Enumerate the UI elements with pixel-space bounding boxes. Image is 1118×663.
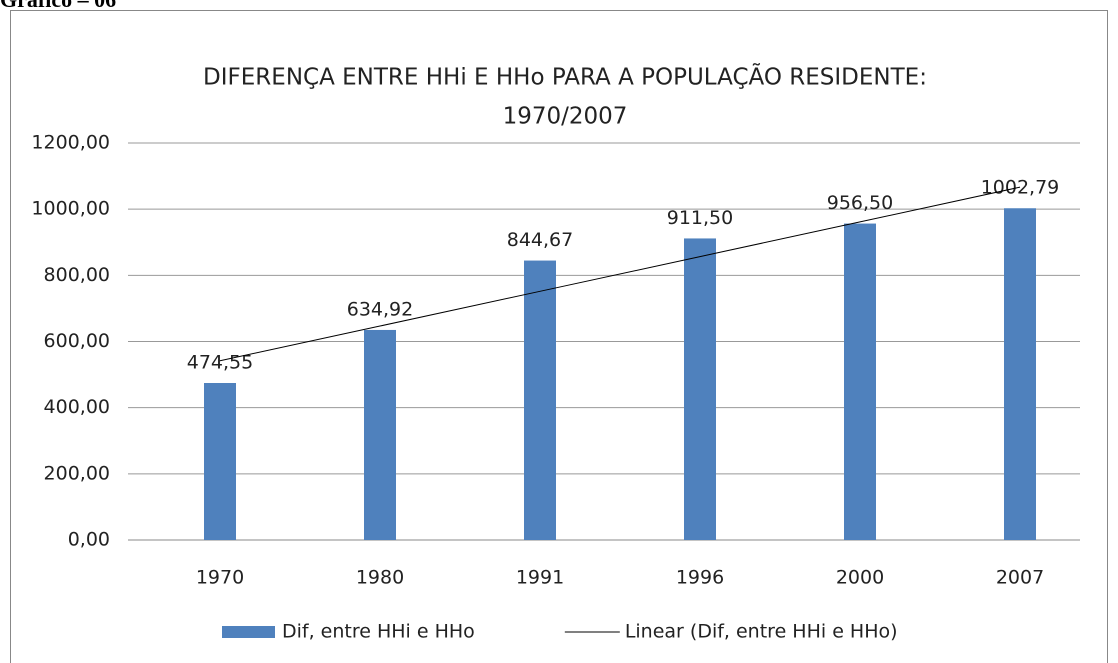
chart-title: DIFERENÇA ENTRE HHi E HHo PARA A POPULAÇ… bbox=[203, 63, 927, 91]
trend-line bbox=[219, 186, 1021, 362]
x-tick-label: 1980 bbox=[356, 567, 404, 589]
y-tick-label: 200,00 bbox=[44, 462, 110, 484]
y-tick-label: 800,00 bbox=[44, 264, 110, 286]
chart-frame bbox=[10, 10, 1108, 663]
y-tick-label: 0,00 bbox=[68, 529, 110, 551]
caption: Gráfico – 06 bbox=[0, 0, 116, 12]
legend-label: Dif, entre HHi e HHo bbox=[282, 621, 475, 643]
x-tick-label: 1970 bbox=[196, 567, 244, 589]
x-tick-label: 2007 bbox=[996, 567, 1044, 589]
data-label: 844,67 bbox=[507, 229, 573, 251]
y-tick-label: 400,00 bbox=[44, 396, 110, 418]
y-tick-label: 1200,00 bbox=[31, 132, 110, 154]
legend-label: Linear (Dif, entre HHi e HHo) bbox=[625, 621, 898, 643]
bar bbox=[844, 223, 876, 540]
x-tick-label: 2000 bbox=[836, 567, 884, 589]
x-tick-label: 1991 bbox=[516, 567, 564, 589]
data-label: 634,92 bbox=[347, 298, 413, 320]
chart-title: 1970/2007 bbox=[503, 104, 628, 130]
bar bbox=[524, 260, 556, 540]
bar bbox=[1004, 208, 1036, 540]
y-tick-label: 1000,00 bbox=[31, 198, 110, 220]
bar bbox=[364, 329, 396, 540]
data-label: 911,50 bbox=[667, 207, 733, 229]
legend-swatch bbox=[222, 626, 275, 638]
data-label: 474,55 bbox=[187, 352, 253, 374]
x-tick-label: 1996 bbox=[676, 567, 724, 589]
data-label: 1002,79 bbox=[981, 177, 1060, 199]
bar bbox=[684, 238, 716, 540]
y-tick-label: 600,00 bbox=[44, 330, 110, 352]
bar bbox=[204, 383, 236, 540]
data-label: 956,50 bbox=[827, 192, 893, 214]
